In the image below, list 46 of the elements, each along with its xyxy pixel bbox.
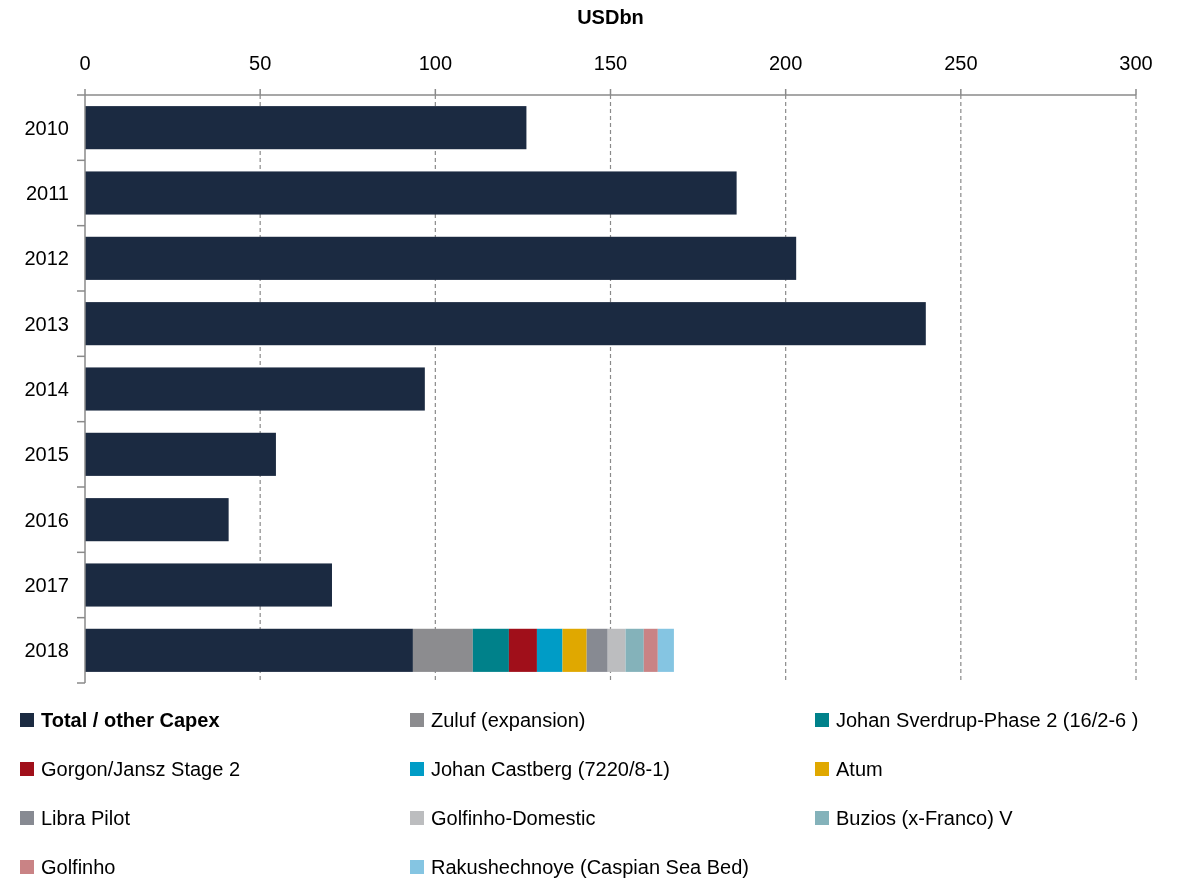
x-tick-label: 250 [944,52,978,74]
y-tick-label: 2011 [25,182,69,204]
y-tick-label: 2013 [24,312,69,335]
legend-label: Atum [836,758,883,780]
legend-label: Buzios (x-Franco) V [836,807,1014,829]
bar [85,498,229,542]
x-axis-title: USDbn [577,6,644,28]
x-tick-label: 100 [418,52,453,74]
legend-label: Zuluf (expansion) [431,709,586,731]
y-tick-label: 2014 [24,378,69,400]
bar [562,628,587,672]
y-tick-label: 2010 [24,116,69,139]
bar [85,628,413,672]
bar [85,236,797,280]
x-tick-label: 300 [1119,52,1153,74]
bar [85,367,425,411]
x-tick-label: 0 [79,52,91,74]
x-tick-label: 150 [593,52,628,74]
legend-label: Golfinho [41,856,116,878]
bar [85,432,276,476]
legend-label: Libra Pilot [41,807,131,829]
legend-label: Johan Sverdrup-Phase 2 (16/2-6 ) [836,709,1139,731]
bar [625,628,644,672]
legend-label: Gorgon/Jansz Stage 2 [41,758,241,780]
legend-label: Total / other Capex [41,709,220,731]
bar [85,302,926,346]
bar [643,628,658,672]
bar [536,628,563,672]
y-tick-label: 2017 [24,574,69,596]
bar [85,563,332,607]
y-tick-label: 2016 [24,508,69,531]
bar [607,628,626,672]
bar [508,628,537,672]
bar [85,106,527,150]
bar [586,628,608,672]
x-tick-label: 50 [249,52,272,74]
bar [85,171,737,215]
legend-label: Johan Castberg (7220/8-1) [431,758,671,780]
legend-label: Golfinho-Domestic [431,807,596,829]
bar [472,628,509,672]
bar [657,628,674,672]
x-tick-label: 200 [768,52,803,74]
y-tick-label: 2012 [24,247,69,270]
y-tick-label: 2015 [24,443,69,466]
y-tick-label: 2018 [24,639,69,662]
legend-label: Rakushechnoye (Caspian Sea Bed) [431,856,749,878]
